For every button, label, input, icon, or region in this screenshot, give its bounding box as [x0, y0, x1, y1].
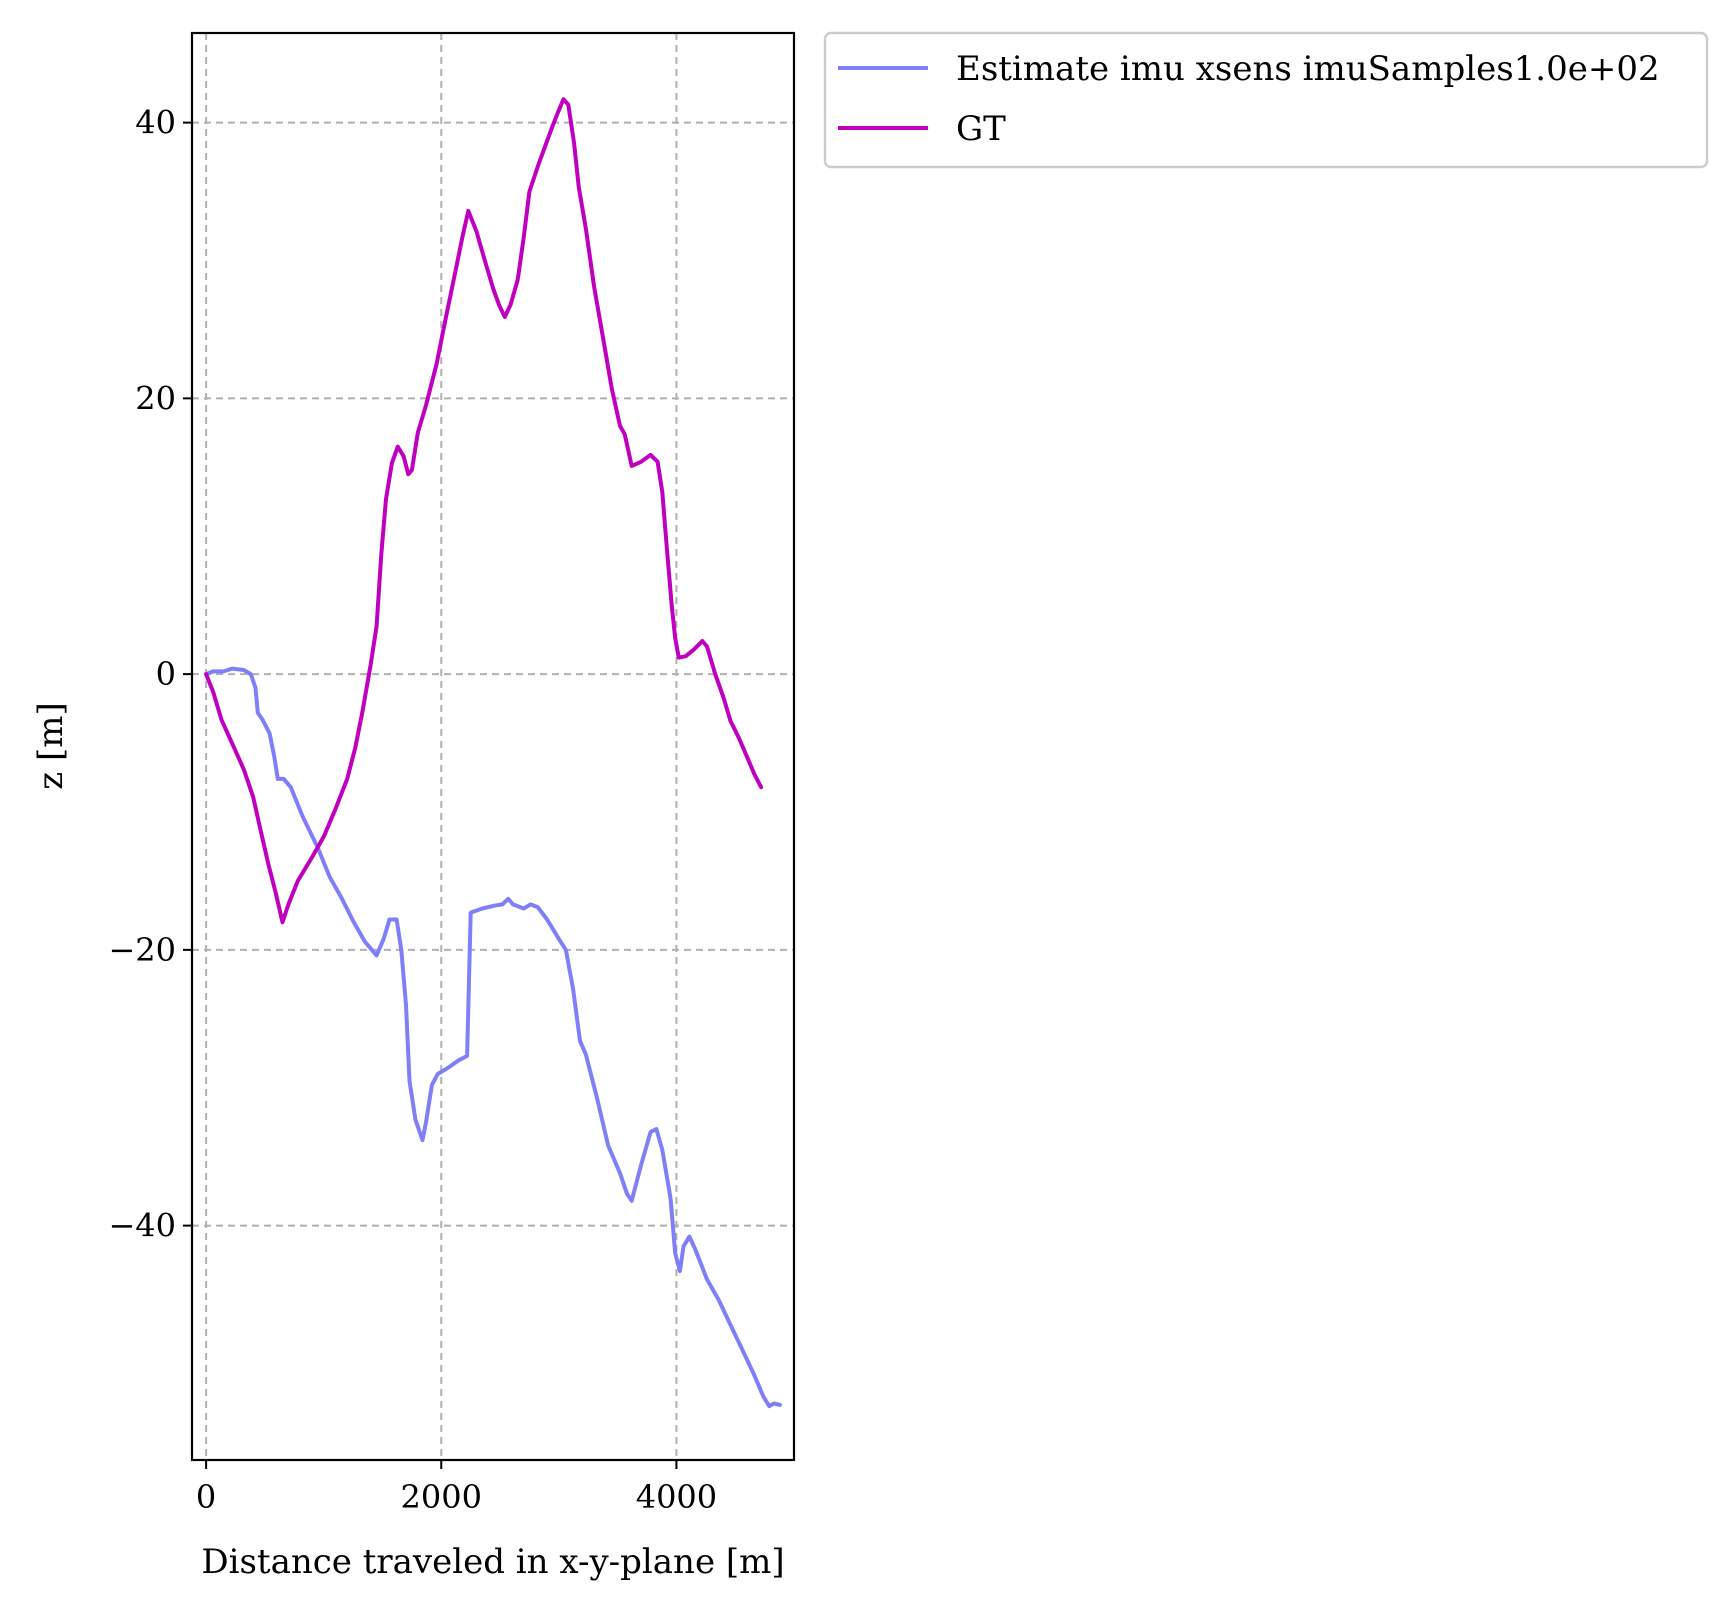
y-tick-label: 0 [156, 655, 176, 693]
legend: Estimate imu xsens imuSamples1.0e+02 GT [823, 31, 1709, 169]
axis-ticks: 0 2000 4000 −40 −20 0 20 40 [108, 104, 717, 1516]
y-tick-label: −40 [108, 1207, 176, 1245]
y-tick-label: 20 [135, 379, 176, 417]
legend-box [823, 31, 1709, 169]
y-tick-label: 40 [135, 104, 176, 142]
x-tick-label: 2000 [401, 1478, 482, 1516]
x-axis-label: Distance traveled in x-y-plane [m] [201, 1542, 784, 1582]
legend-label-estimate: Estimate imu xsens imuSamples1.0e+02 [956, 49, 1660, 89]
y-tick-label: −20 [108, 931, 176, 969]
x-tick-label: 0 [196, 1478, 216, 1516]
y-axis-label: z [m] [31, 702, 71, 790]
x-tick-label: 4000 [636, 1478, 717, 1516]
legend-label-gt: GT [956, 109, 1006, 149]
plot-lines [204, 97, 782, 1409]
axes-frame [190, 31, 796, 1462]
estimate-line [204, 666, 782, 1409]
grid [192, 33, 794, 1460]
gt-line [204, 97, 764, 925]
